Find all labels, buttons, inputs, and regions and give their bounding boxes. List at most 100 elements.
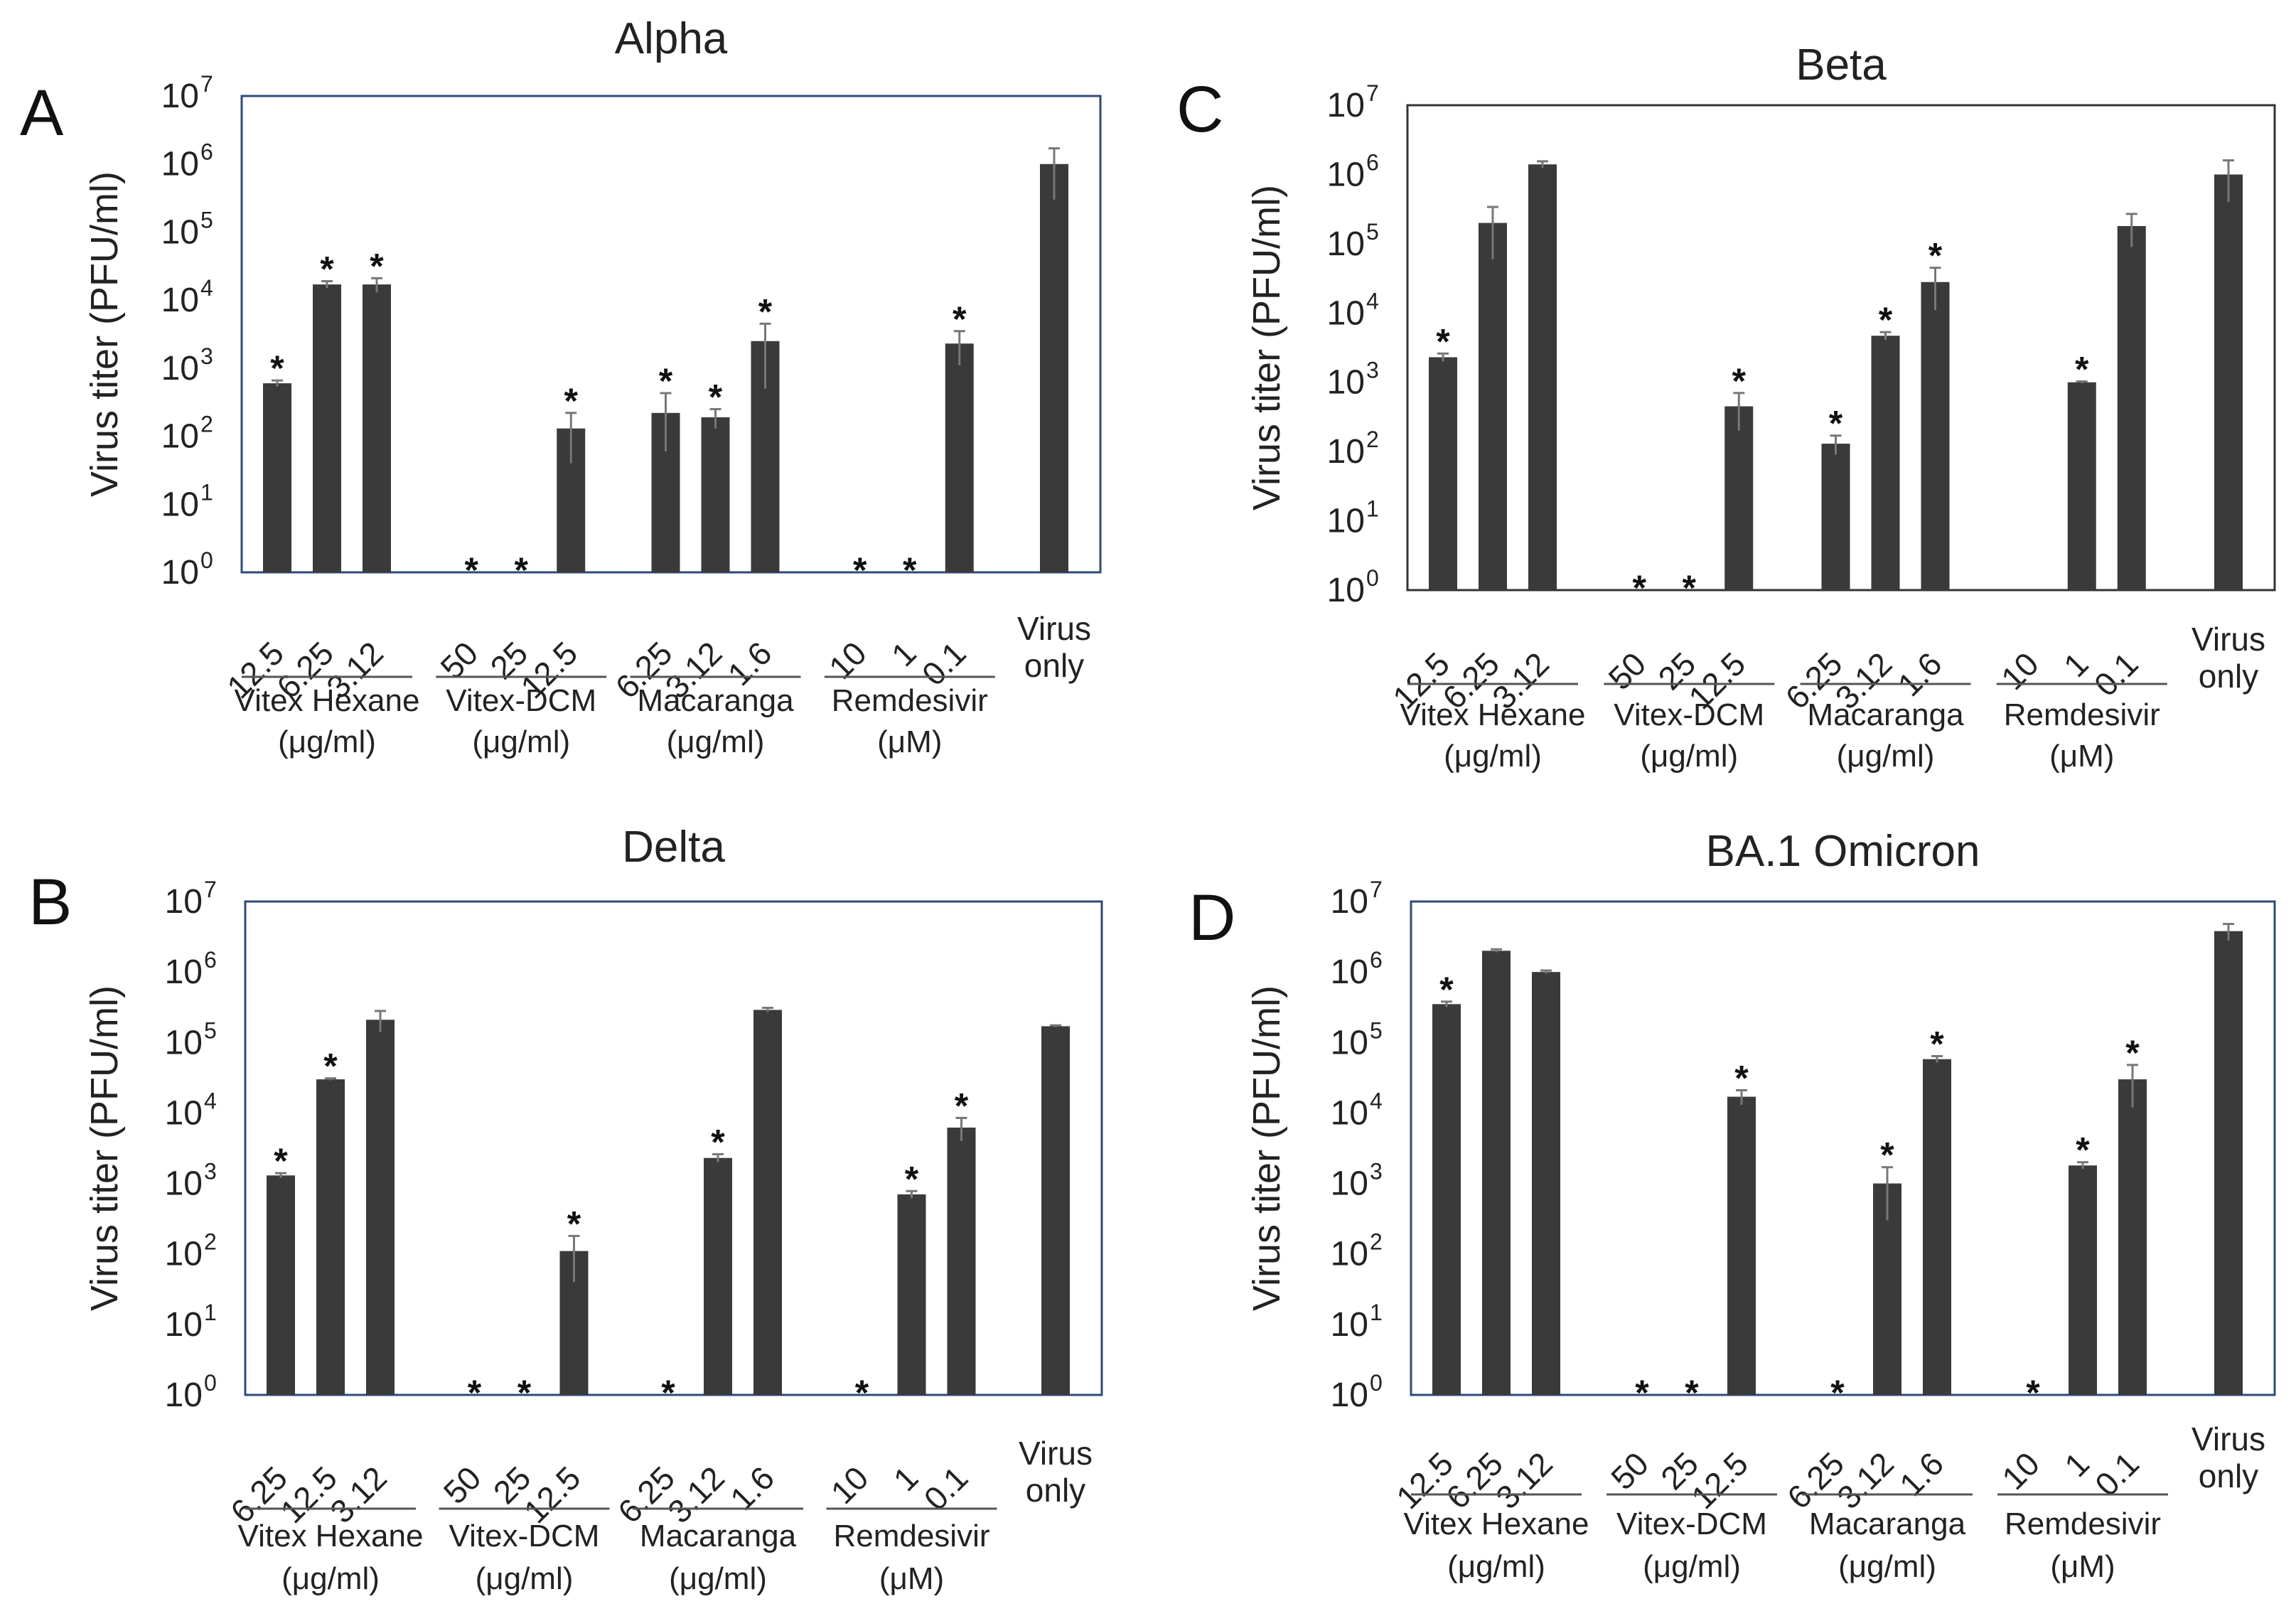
bar xyxy=(1479,223,1507,591)
panel-letter: B xyxy=(28,866,72,938)
bar xyxy=(366,1020,395,1395)
plot-frame xyxy=(1410,900,2276,1396)
bar xyxy=(947,1128,976,1395)
y-tick-base: 10 xyxy=(1327,156,1365,193)
group-unit-label: (μg/ml) xyxy=(667,724,765,759)
y-tick-exponent: 4 xyxy=(1370,1088,1383,1113)
y-tick-label: 10 1 xyxy=(1331,1300,1383,1344)
significance-asterisk: * xyxy=(2125,1033,2140,1073)
y-tick-label: 10 1 xyxy=(1327,496,1379,540)
significance-asterisk: * xyxy=(1436,321,1450,361)
bar xyxy=(704,1157,732,1395)
y-tick-base: 10 xyxy=(1327,364,1365,402)
y-tick-exponent: 1 xyxy=(200,479,213,505)
y-tick-label: 10 5 xyxy=(1331,1017,1383,1061)
significance-asterisk: * xyxy=(274,1141,288,1181)
group-unit-label: (μM) xyxy=(2049,739,2114,774)
group-label: Remdesivir xyxy=(2004,697,2160,732)
y-tick-label: 10 4 xyxy=(161,275,213,319)
significance-asterisk: * xyxy=(1928,236,1943,276)
x-tick-label: 50 xyxy=(1601,645,1653,697)
group-unit-label: (μg/ml) xyxy=(1837,739,1935,774)
group-unit-label: (μM) xyxy=(877,724,942,759)
significance-asterisk: * xyxy=(1829,404,1843,444)
y-tick-base: 10 xyxy=(161,213,199,251)
y-tick-exponent: 4 xyxy=(1366,288,1379,314)
y-tick-exponent: 6 xyxy=(200,139,213,165)
y-tick-exponent: 1 xyxy=(1370,1300,1383,1325)
significance-asterisk: * xyxy=(2026,1373,2040,1413)
group-unit-label: (μg/ml) xyxy=(278,724,376,759)
y-tick-base: 10 xyxy=(165,1236,203,1273)
x-tick-label: Virus xyxy=(2192,621,2265,658)
bar xyxy=(945,343,974,572)
x-tick-label: 10 xyxy=(1994,645,2046,697)
y-tick-label: 10 7 xyxy=(161,71,213,115)
y-tick-base: 10 xyxy=(161,282,199,319)
group-label: Remdesivir xyxy=(832,683,988,718)
x-tick-label: Virus xyxy=(1019,1435,1093,1472)
group-label: Remdesivir xyxy=(833,1519,989,1553)
group-label: Vitex Hexane xyxy=(1400,697,1586,732)
y-tick-base: 10 xyxy=(165,953,203,991)
bar xyxy=(1727,1096,1756,1395)
significance-asterisk: * xyxy=(661,1373,675,1413)
y-tick-exponent: 5 xyxy=(204,1017,217,1043)
bar xyxy=(2214,174,2243,590)
group-label: Vitex-DCM xyxy=(446,683,596,718)
group-label: Macaranga xyxy=(640,1519,797,1553)
bar xyxy=(267,1175,295,1395)
y-tick-exponent: 2 xyxy=(1370,1229,1383,1255)
bar xyxy=(1432,1004,1461,1395)
significance-asterisk: * xyxy=(903,550,917,590)
x-tick-label: only xyxy=(2199,1457,2258,1494)
y-tick-label: 10 3 xyxy=(165,1159,217,1203)
y-tick-exponent: 0 xyxy=(204,1370,217,1396)
y-tick-exponent: 2 xyxy=(200,412,213,437)
bar xyxy=(1871,336,1900,590)
significance-asterisk: * xyxy=(1439,970,1454,1010)
y-tick-exponent: 3 xyxy=(204,1159,217,1184)
y-tick-label: 10 7 xyxy=(165,877,217,921)
x-tick-label: 1.6 xyxy=(1891,645,1949,703)
group-label: Vitex Hexane xyxy=(238,1519,424,1553)
y-tick-base: 10 xyxy=(1327,433,1365,471)
bar xyxy=(1041,1026,1070,1395)
y-tick-label: 10 5 xyxy=(165,1017,217,1061)
y-tick-label: 10 3 xyxy=(1331,1159,1383,1203)
significance-asterisk: * xyxy=(515,550,529,590)
significance-asterisk: * xyxy=(905,1159,919,1199)
bar xyxy=(1482,951,1511,1395)
y-tick-exponent: 6 xyxy=(204,947,217,973)
x-tick-label: only xyxy=(2199,658,2258,695)
significance-asterisk: * xyxy=(758,291,773,331)
y-tick-exponent: 5 xyxy=(1366,219,1379,245)
group-unit-label: (μM) xyxy=(879,1561,944,1596)
bar xyxy=(1724,406,1754,590)
y-tick-base: 10 xyxy=(165,883,203,921)
y-tick-base: 10 xyxy=(161,77,199,115)
y-tick-base: 10 xyxy=(165,1376,203,1414)
group-unit-label: (μg/ml) xyxy=(1447,1549,1545,1584)
bar xyxy=(1532,972,1560,1395)
significance-asterisk: * xyxy=(468,1373,482,1413)
x-tick-label: 12.5 xyxy=(1684,1445,1755,1516)
x-tick-label: 3.12 xyxy=(1488,1445,1560,1516)
bar xyxy=(363,284,391,572)
y-tick-base: 10 xyxy=(1331,1236,1368,1273)
bar xyxy=(263,383,291,572)
y-tick-base: 10 xyxy=(161,554,199,592)
y-tick-label: 10 0 xyxy=(1331,1370,1383,1414)
panel-title: Delta xyxy=(622,823,725,872)
y-tick-label: 10 2 xyxy=(1331,1229,1383,1273)
panel-letter: A xyxy=(20,77,64,149)
bar xyxy=(897,1194,926,1395)
y-tick-label: 10 2 xyxy=(1327,427,1379,471)
group-unit-label: (μg/ml) xyxy=(472,724,570,759)
y-tick-exponent: 3 xyxy=(1366,358,1379,383)
x-tick-label: 50 xyxy=(436,1459,488,1511)
bar xyxy=(2117,225,2146,590)
